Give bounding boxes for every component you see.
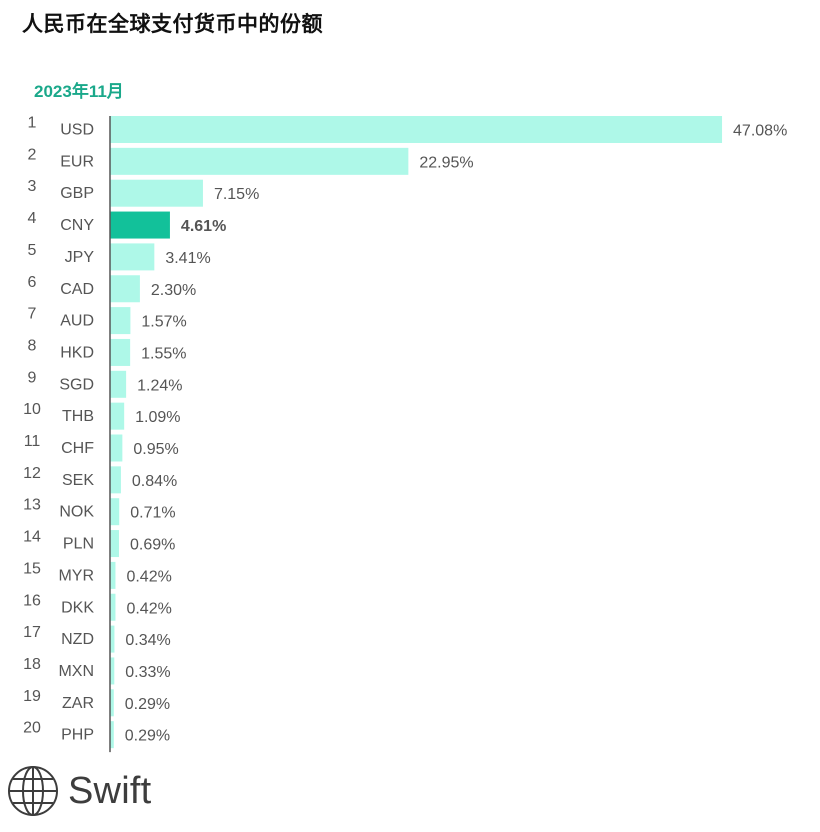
- category-label: USD: [60, 122, 94, 139]
- category-label: CAD: [60, 281, 94, 298]
- bar: [110, 211, 170, 239]
- value-label: 22.95%: [419, 154, 473, 171]
- rank-label: 7: [28, 306, 37, 323]
- category-label: SEK: [62, 472, 94, 489]
- category-label: CHF: [61, 440, 94, 457]
- bar: [110, 593, 116, 621]
- category-label: CNY: [60, 217, 94, 234]
- rank-label: 4: [28, 210, 37, 227]
- value-label: 0.29%: [125, 728, 170, 745]
- bar: [110, 338, 131, 366]
- bar: [110, 721, 114, 749]
- bar: [110, 370, 127, 398]
- value-label: 0.84%: [132, 473, 177, 490]
- bar: [110, 657, 115, 685]
- bar: [110, 402, 125, 430]
- category-label: NOK: [59, 504, 94, 521]
- category-label: HKD: [60, 344, 94, 361]
- category-label: MYR: [58, 567, 94, 584]
- rank-label: 11: [24, 433, 41, 450]
- category-label: THB: [62, 408, 94, 425]
- value-label: 0.95%: [133, 441, 178, 458]
- rank-label: 19: [23, 688, 41, 705]
- category-label: PLN: [63, 536, 94, 553]
- rank-label: 9: [28, 369, 37, 386]
- value-label: 0.29%: [125, 696, 170, 713]
- value-label: 1.09%: [135, 409, 180, 426]
- category-label: GBP: [60, 185, 94, 202]
- chart-title: 人民币在全球支付货币中的份额: [22, 12, 323, 36]
- value-label: 1.57%: [141, 314, 186, 331]
- rank-label: 12: [23, 465, 41, 482]
- value-label: 1.24%: [137, 377, 182, 394]
- rank-label: 18: [23, 656, 41, 673]
- value-label: 0.42%: [126, 568, 171, 585]
- category-label: PHP: [61, 727, 94, 744]
- category-label: JPY: [65, 249, 95, 266]
- rank-label: 8: [28, 337, 37, 354]
- brand-logo: Swift: [6, 764, 151, 818]
- value-label: 2.30%: [151, 282, 196, 299]
- rank-label: 15: [23, 560, 41, 577]
- rank-label: 17: [23, 624, 41, 641]
- rank-label: 6: [28, 274, 37, 291]
- rank-label: 14: [23, 529, 41, 546]
- rank-label: 5: [28, 242, 37, 259]
- category-label: AUD: [60, 313, 94, 330]
- value-label: 7.15%: [214, 186, 259, 203]
- rank-label: 13: [23, 497, 41, 514]
- value-label: 47.08%: [733, 123, 787, 140]
- value-label: 4.61%: [181, 218, 226, 235]
- bar: [110, 530, 119, 558]
- bar: [110, 689, 114, 717]
- category-label: NZD: [61, 631, 94, 648]
- value-label: 1.55%: [141, 345, 186, 362]
- bar: [110, 147, 409, 175]
- bar-chart: 1 USD 47.08% 2 EUR 22.95% 3 GBP 7.15% 4 CNY 4.61% 5 J…: [23, 115, 787, 753]
- rank-label: 1: [28, 115, 37, 132]
- category-label: MXN: [58, 663, 94, 680]
- rank-label: 10: [23, 401, 41, 418]
- rank-label: 16: [23, 592, 41, 609]
- chart-subtitle: 2023年11月: [34, 82, 124, 101]
- brand-name: Swift: [68, 769, 152, 812]
- rank-label: 20: [23, 720, 41, 737]
- rank-label: 3: [28, 178, 37, 195]
- bar: [110, 116, 723, 143]
- bar: [110, 498, 120, 526]
- value-label: 3.41%: [165, 250, 210, 267]
- value-label: 0.69%: [130, 537, 175, 554]
- bar: [110, 434, 123, 462]
- bar: [110, 625, 115, 653]
- bar: [110, 561, 116, 589]
- category-label: DKK: [61, 599, 94, 616]
- value-label: 0.71%: [130, 505, 175, 522]
- bar: [110, 307, 131, 335]
- rank-label: 2: [28, 146, 37, 163]
- bar: [110, 466, 121, 494]
- category-label: ZAR: [62, 695, 94, 712]
- value-label: 0.33%: [125, 664, 170, 681]
- bar: [110, 275, 140, 303]
- value-label: 0.42%: [126, 600, 171, 617]
- category-label: EUR: [60, 153, 94, 170]
- category-label: SGD: [59, 376, 94, 393]
- bar: [110, 179, 203, 207]
- value-label: 0.34%: [125, 632, 170, 649]
- globe-icon: [8, 766, 58, 816]
- bar: [110, 243, 155, 271]
